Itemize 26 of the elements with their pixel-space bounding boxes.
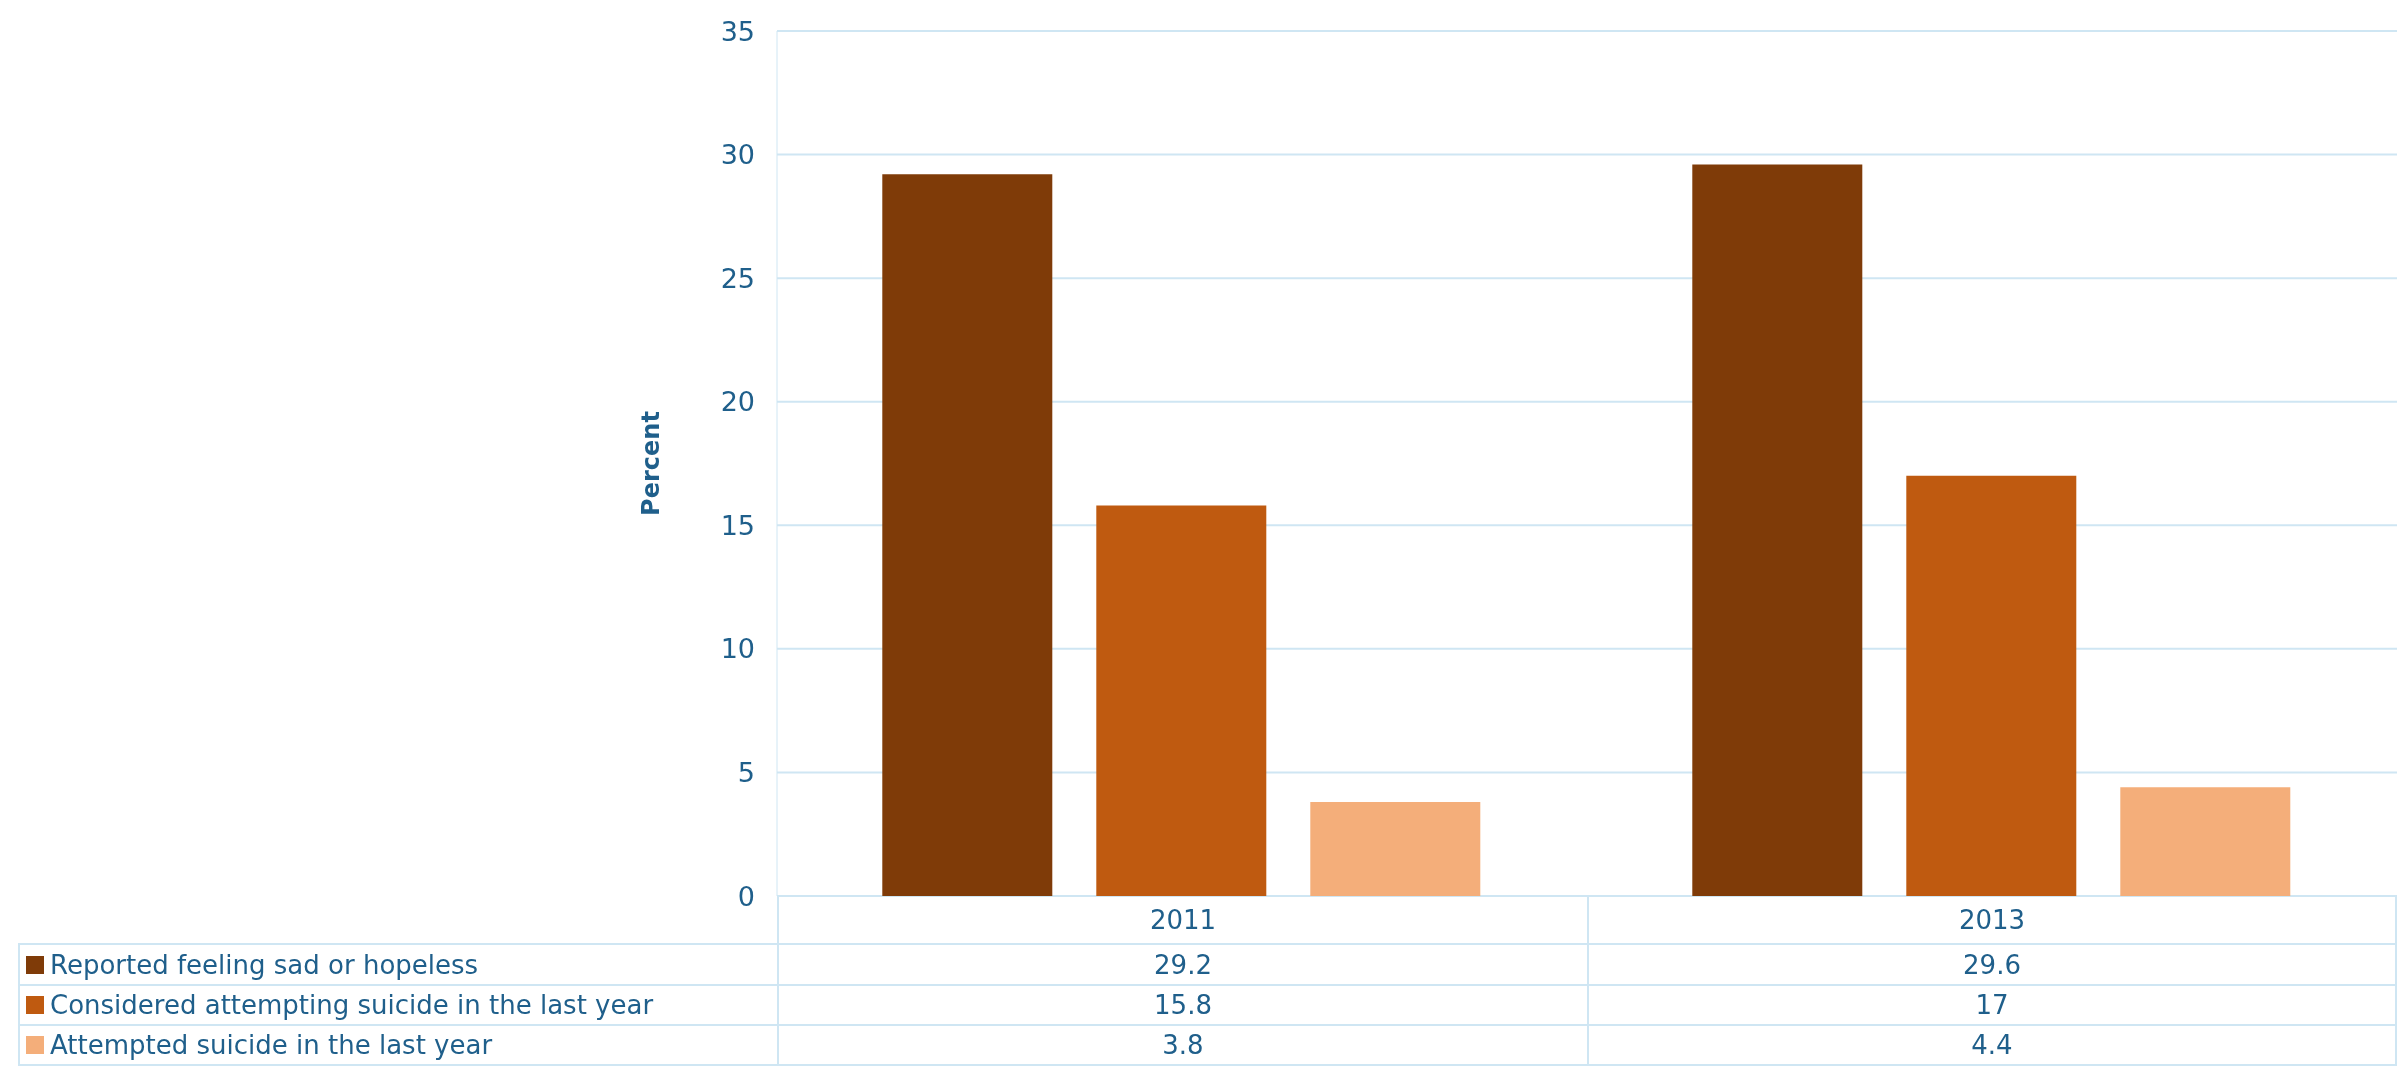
bar xyxy=(1906,475,2077,896)
legend-label: Considered attempting suicide in the last year xyxy=(50,990,654,1020)
bar xyxy=(1692,164,1863,896)
y-tick-label: 30 xyxy=(720,139,755,171)
y-tick-label: 5 xyxy=(737,757,755,789)
y-tick-label: 0 xyxy=(737,880,755,912)
data-label: 15.8 xyxy=(777,986,1587,1024)
y-tick-label: 10 xyxy=(720,633,755,665)
bar xyxy=(1310,802,1481,896)
bar xyxy=(2120,787,2291,896)
x-tick-label: 2013 xyxy=(1587,896,2397,943)
data-label: 4.4 xyxy=(1587,1026,2397,1064)
y-axis-title: Percent xyxy=(636,411,665,516)
y-tick-label: 25 xyxy=(720,262,755,294)
legend-label: Reported feeling sad or hopeless xyxy=(50,949,479,980)
bar xyxy=(1096,505,1267,896)
data-label: 3.8 xyxy=(777,1026,1587,1064)
x-tick-label: 2011 xyxy=(777,896,1587,943)
bar xyxy=(882,174,1053,896)
y-tick-label: 35 xyxy=(720,15,755,47)
legend-label: Attempted suicide in the last year xyxy=(50,1030,493,1060)
data-label: 29.6 xyxy=(1587,945,2397,984)
data-label: 17 xyxy=(1587,986,2397,1024)
y-tick-label: 20 xyxy=(720,386,755,418)
y-tick-label: 15 xyxy=(720,509,755,541)
data-label: 29.2 xyxy=(777,945,1587,984)
